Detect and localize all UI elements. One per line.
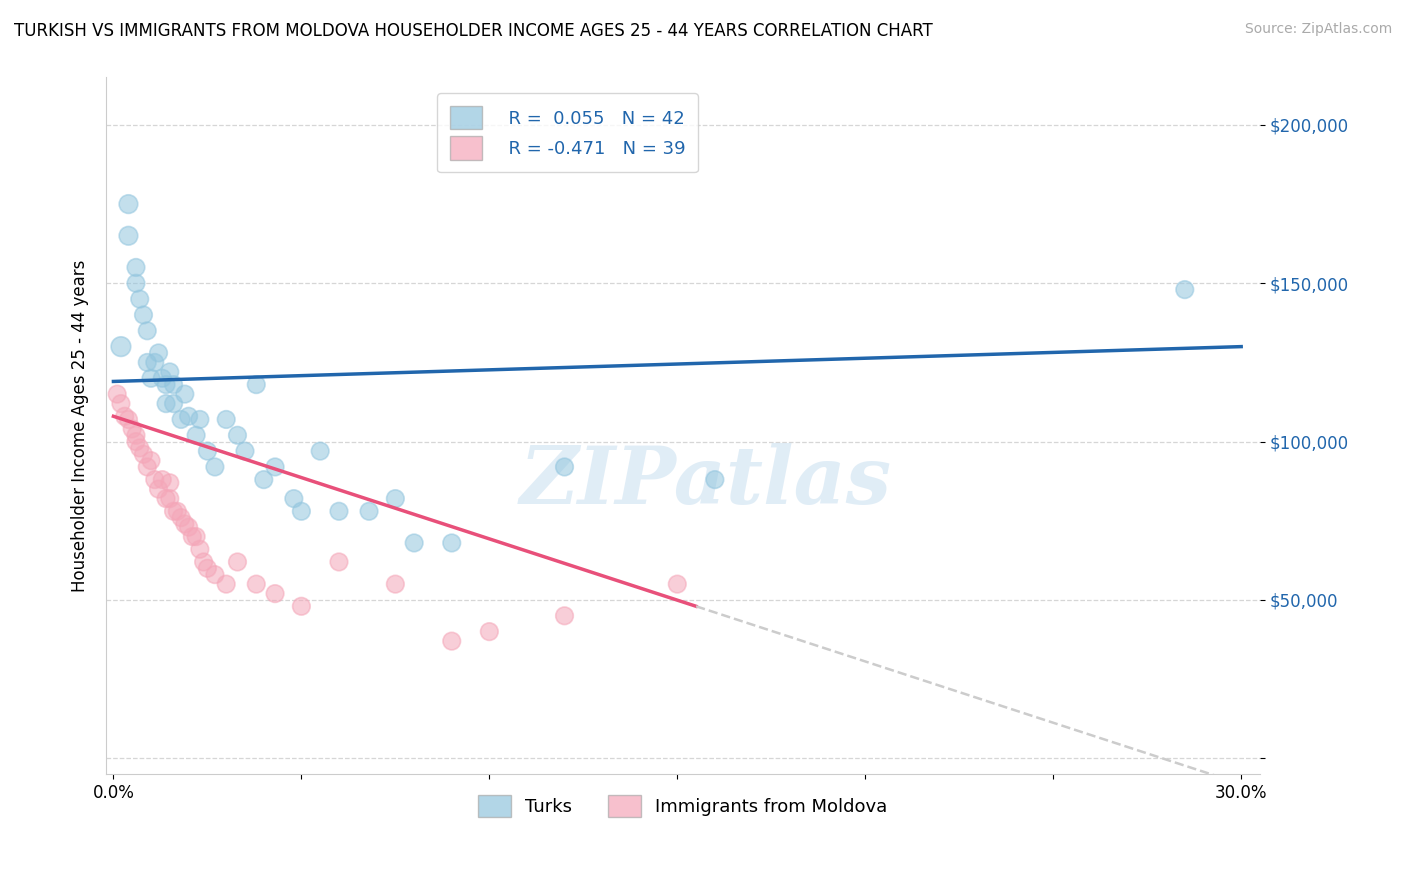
Point: [155, 396, 177, 410]
Point: [440, 634, 463, 648]
Point: [155, 377, 177, 392]
Point: [162, 504, 184, 518]
Text: Source: ZipAtlas.com: Source: ZipAtlas.com: [1244, 22, 1392, 37]
Point: [159, 475, 181, 490]
Point: [328, 504, 350, 518]
Point: [404, 536, 426, 550]
Point: [150, 473, 173, 487]
Point: [139, 371, 162, 385]
Point: [309, 444, 332, 458]
Point: [125, 277, 148, 291]
Point: [193, 555, 215, 569]
Point: [245, 377, 267, 392]
Point: [155, 491, 177, 506]
Point: [148, 346, 170, 360]
Point: [117, 197, 139, 211]
Point: [110, 340, 132, 354]
Point: [132, 447, 155, 461]
Point: [159, 365, 181, 379]
Point: [245, 577, 267, 591]
Point: [136, 459, 159, 474]
Point: [188, 412, 211, 426]
Point: [177, 409, 200, 424]
Point: [136, 355, 159, 369]
Point: [188, 542, 211, 557]
Point: [204, 567, 226, 582]
Point: [290, 504, 312, 518]
Point: [253, 473, 276, 487]
Point: [264, 459, 287, 474]
Legend: Turks, Immigrants from Moldova: Turks, Immigrants from Moldova: [471, 788, 894, 824]
Point: [143, 355, 166, 369]
Point: [121, 422, 143, 436]
Point: [384, 491, 406, 506]
Point: [125, 434, 148, 449]
Point: [181, 530, 204, 544]
Point: [132, 308, 155, 322]
Point: [159, 491, 181, 506]
Point: [139, 453, 162, 467]
Point: [162, 396, 184, 410]
Point: [125, 428, 148, 442]
Point: [215, 577, 238, 591]
Point: [117, 228, 139, 243]
Point: [703, 473, 725, 487]
Point: [173, 387, 195, 401]
Point: [226, 555, 249, 569]
Point: [290, 599, 312, 614]
Point: [264, 586, 287, 600]
Point: [440, 536, 463, 550]
Point: [150, 371, 173, 385]
Point: [148, 482, 170, 496]
Point: [357, 504, 380, 518]
Point: [162, 377, 184, 392]
Point: [170, 412, 193, 426]
Point: [128, 441, 150, 455]
Point: [166, 504, 188, 518]
Point: [204, 459, 226, 474]
Point: [177, 520, 200, 534]
Point: [666, 577, 689, 591]
Point: [328, 555, 350, 569]
Point: [136, 324, 159, 338]
Point: [384, 577, 406, 591]
Point: [283, 491, 305, 506]
Point: [128, 292, 150, 306]
Point: [125, 260, 148, 275]
Text: ZIPatlas: ZIPatlas: [520, 442, 891, 520]
Point: [173, 516, 195, 531]
Point: [478, 624, 501, 639]
Point: [1174, 283, 1197, 297]
Text: TURKISH VS IMMIGRANTS FROM MOLDOVA HOUSEHOLDER INCOME AGES 25 - 44 YEARS CORRELA: TURKISH VS IMMIGRANTS FROM MOLDOVA HOUSE…: [14, 22, 932, 40]
Point: [226, 428, 249, 442]
Point: [184, 428, 207, 442]
Point: [110, 396, 132, 410]
Point: [170, 510, 193, 524]
Point: [554, 608, 576, 623]
Point: [117, 412, 139, 426]
Point: [143, 473, 166, 487]
Point: [197, 444, 219, 458]
Y-axis label: Householder Income Ages 25 - 44 years: Householder Income Ages 25 - 44 years: [72, 260, 89, 592]
Point: [114, 409, 136, 424]
Point: [105, 387, 128, 401]
Point: [197, 561, 219, 575]
Point: [554, 459, 576, 474]
Point: [184, 530, 207, 544]
Point: [215, 412, 238, 426]
Point: [233, 444, 256, 458]
